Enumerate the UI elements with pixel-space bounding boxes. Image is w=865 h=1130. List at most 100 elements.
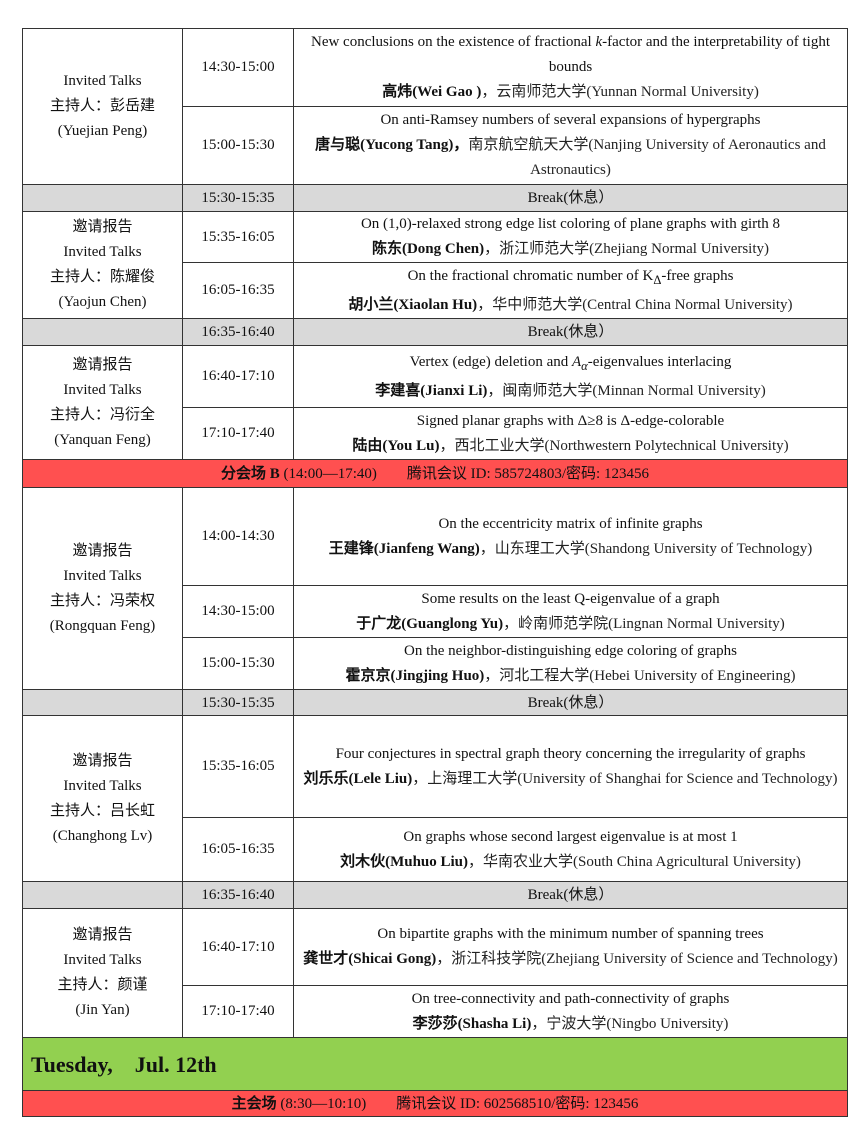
- talk-time: 14:30-15:00: [182, 585, 294, 638]
- chair-line: (Yuejian Peng): [57, 123, 148, 139]
- break-time: 15:30-15:35: [182, 184, 294, 212]
- speaker-affiliation: ，华南农业大学(South China Agricultural Univers…: [468, 853, 801, 870]
- chair-line: Invited Talks: [63, 381, 142, 398]
- speaker-affiliation: ，山东理工大学(Shandong University of Technolog…: [479, 540, 813, 557]
- break-time: 15:30-15:35: [182, 689, 294, 716]
- chair-line: 邀请报告: [72, 927, 133, 943]
- speaker-affiliation: ，西北工业大学(Northwestern Polytechnical Unive…: [439, 437, 789, 454]
- talk-row: 15:00-15:30 On the neighbor-distinguishin…: [23, 637, 848, 690]
- speaker-affiliation: ，华中师范大学(Central China Normal University): [477, 296, 793, 313]
- speaker-line: 陈东(Dong Chen)，浙江师范大学(Zhejiang Normal Uni…: [298, 237, 843, 262]
- speaker-affiliation: ，浙江师范大学(Zhejiang Normal University): [484, 241, 770, 257]
- speaker-line: 陆由(You Lu)，西北工业大学(Northwestern Polytechn…: [298, 434, 843, 459]
- talk-row: 邀请报告 Invited Talks 主持人：陈耀俊 (Yaojun Chen) 15:…: [22, 211, 848, 319]
- speaker-name: 龚世才(Shicai Gong): [303, 951, 437, 967]
- break-row: 16:35-16:40 Break(休息）: [22, 881, 848, 909]
- day-header: Tuesday, Jul. 12th: [22, 1037, 848, 1091]
- break-empty-cell: [22, 689, 183, 716]
- chair-line: 邀请报告: [72, 356, 133, 373]
- talk-time: 17:10-17:40: [182, 985, 294, 1038]
- chair-line: 邀请报告: [72, 219, 133, 235]
- talk-time: 15:35-16:05: [182, 715, 294, 818]
- chair-line: Invited Talks: [63, 244, 142, 260]
- title-segment: New conclusions on the existence of frac…: [310, 34, 596, 50]
- chair-line: (Jin Yan): [75, 1002, 130, 1018]
- speaker-line: 高炜(Wei Gao )，云南师范大学(Yunnan Normal Univer…: [298, 80, 843, 105]
- talk-row: 14:30-15:00 Some results on the least Q-e…: [23, 585, 848, 638]
- talk-row: 17:10-17:40 On tree-connectivity and path…: [23, 985, 848, 1038]
- speaker-name: 陈东(Dong Chen): [371, 241, 485, 257]
- break-empty-cell: [22, 881, 183, 909]
- chair-line: (Changhong Lv): [52, 827, 153, 844]
- title-segment: -factor and the interpretability of tigh…: [548, 34, 830, 75]
- chair-line: Invited Talks: [63, 567, 142, 584]
- session-chair-cell: 邀请报告 Invited Talks 主持人：吕长虹 (Changhong Lv): [22, 715, 183, 882]
- speaker-name: 于广龙(Guanglong Yu): [356, 615, 504, 632]
- talk-title: On the eccentricity matrix of infinite g…: [298, 512, 843, 537]
- talk-title: On the neighbor-distinguishing edge colo…: [298, 639, 843, 664]
- talk-time: 16:05-16:35: [182, 262, 294, 319]
- speaker-line: 刘乐乐(Lele Liu)，上海理工大学(University of Shang…: [298, 767, 843, 792]
- chair-line: Invited Talks: [63, 73, 142, 89]
- speaker-affiliation: ，岭南师范学院(Lingnan Normal University): [503, 615, 785, 632]
- session-meeting-info: (8:30—10:10) 腾讯会议 ID: 602568510/密码: 1234…: [276, 1095, 639, 1112]
- speaker-affiliation: ，宁波大学(Ningbo University): [531, 1015, 729, 1032]
- speaker-line: 王建锋(Jianfeng Wang)，山东理工大学(Shandong Unive…: [298, 537, 843, 562]
- talk-row: 16:05-16:35 On the fractional chromatic n…: [23, 262, 848, 319]
- talk-details: On the fractional chromatic number of KΔ…: [293, 262, 848, 319]
- chair-line: 主持人：彭岳建: [49, 98, 155, 114]
- talk-details: Vertex (edge) deletion and Aα-eigenvalue…: [293, 345, 848, 408]
- session-chair-cell: Invited Talks 主持人：彭岳建 (Yuejian Peng): [22, 28, 183, 185]
- speaker-name: 唐与聪(Yucong Tang)，: [315, 137, 469, 153]
- break-row: 15:30-15:35 Break(休息）: [22, 689, 848, 716]
- speaker-affiliation: ，上海理工大学(University of Shanghai for Scien…: [412, 770, 838, 787]
- chair-line: (Yaojun Chen): [58, 294, 147, 310]
- title-segment: On the eccentricity matrix of infinite g…: [438, 515, 703, 532]
- talk-time: 16:05-16:35: [182, 817, 294, 882]
- talk-row: 邀请报告 Invited Talks 主持人：颜谨 (Jin Yan) 16:40-17…: [22, 908, 848, 1038]
- talk-details: On bipartite graphs with the minimum num…: [293, 908, 848, 986]
- chair-line: 主持人：冯衍全: [49, 406, 155, 423]
- title-segment: On bipartite graphs with the minimum num…: [377, 926, 764, 942]
- talk-title: On graphs whose second largest eigenvalu…: [298, 825, 843, 850]
- speaker-line: 唐与聪(Yucong Tang)，南京航空航天大学(Nanjing Univer…: [298, 133, 843, 183]
- speaker-name: 李建喜(Jianxi Li): [375, 382, 488, 399]
- chair-line: 主持人：颜谨: [57, 977, 148, 993]
- chair-line: (Rongquan Feng): [49, 617, 156, 634]
- title-segment: -free graphs: [661, 267, 734, 284]
- talk-title: Some results on the least Q-eigenvalue o…: [298, 587, 843, 612]
- session-name: 主会场: [231, 1095, 277, 1112]
- talk-details: On tree-connectivity and path-connectivi…: [293, 985, 848, 1038]
- talk-title: Vertex (edge) deletion and Aα-eigenvalue…: [298, 350, 843, 379]
- speaker-name: 李莎莎(Shasha Li): [412, 1015, 532, 1032]
- speaker-affiliation: ，闽南师范大学(Minnan Normal University): [487, 382, 766, 399]
- speaker-line: 刘木伙(Muhuo Liu)，华南农业大学(South China Agricu…: [298, 850, 843, 875]
- title-segment: On graphs whose second largest eigenvalu…: [403, 828, 738, 845]
- talk-details: On (1,0)-relaxed strong edge list colori…: [293, 211, 848, 263]
- title-segment: On the fractional chromatic number of K: [407, 267, 654, 284]
- talk-row: 邀请报告 Invited Talks 主持人：吕长虹 (Changhong Lv) 15…: [22, 715, 848, 882]
- talk-time: 15:35-16:05: [182, 211, 294, 263]
- title-segment: On tree-connectivity and path-connectivi…: [411, 990, 730, 1007]
- talk-title: On tree-connectivity and path-connectivi…: [298, 987, 843, 1012]
- title-segment: Vertex (edge) deletion and: [409, 353, 572, 370]
- talk-time: 16:40-17:10: [182, 345, 294, 408]
- break-label: Break(休息）: [293, 184, 848, 212]
- talk-title: On anti-Ramsey numbers of several expans…: [298, 108, 843, 133]
- session-banner: 主会场 (8:30—10:10) 腾讯会议 ID: 602568510/密码: …: [22, 1090, 848, 1117]
- speaker-name: 刘乐乐(Lele Liu): [303, 770, 413, 787]
- title-segment: Four conjectures in spectral graph theor…: [335, 745, 806, 762]
- title-segment: Δ: [653, 272, 662, 287]
- speaker-name: 霍京京(Jingjing Huo): [345, 667, 485, 684]
- talk-details: New conclusions on the existence of frac…: [293, 28, 848, 107]
- talk-time: 15:00-15:30: [182, 106, 294, 185]
- title-segment: Signed planar graphs with Δ≥8 is Δ-edge-…: [416, 412, 725, 429]
- chair-line: 邀请报告: [72, 752, 133, 769]
- break-row: 16:35-16:40 Break(休息）: [22, 318, 848, 346]
- session-chair-cell: 邀请报告 Invited Talks 主持人：冯衍全 (Yanquan Feng): [22, 345, 183, 460]
- break-label: Break(休息）: [293, 881, 848, 909]
- speaker-line: 胡小兰(Xiaolan Hu)，华中师范大学(Central China Nor…: [298, 293, 843, 318]
- session-chair-cell: 邀请报告 Invited Talks 主持人：陈耀俊 (Yaojun Chen): [22, 211, 183, 319]
- break-time: 16:35-16:40: [182, 881, 294, 909]
- speaker-name: 高炜(Wei Gao ): [382, 84, 482, 100]
